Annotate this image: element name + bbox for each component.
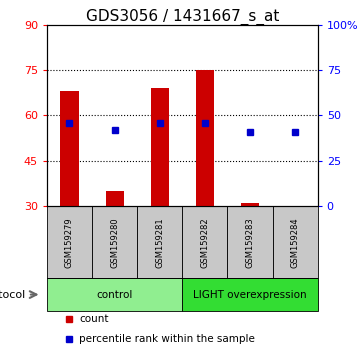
Bar bbox=[47, 279, 182, 311]
Bar bbox=[182, 279, 318, 311]
Text: GSM159284: GSM159284 bbox=[291, 217, 300, 268]
Bar bbox=[182, 206, 227, 279]
Bar bbox=[241, 203, 259, 206]
Text: GSM159279: GSM159279 bbox=[65, 217, 74, 268]
Bar bbox=[273, 206, 318, 279]
Bar bbox=[151, 88, 169, 206]
Text: protocol: protocol bbox=[0, 290, 25, 299]
Text: GSM159281: GSM159281 bbox=[155, 217, 164, 268]
Bar bbox=[137, 206, 182, 279]
Bar bbox=[47, 206, 92, 279]
Bar bbox=[196, 70, 214, 206]
Bar bbox=[105, 191, 123, 206]
Title: GDS3056 / 1431667_s_at: GDS3056 / 1431667_s_at bbox=[86, 8, 279, 25]
Text: GSM159282: GSM159282 bbox=[200, 217, 209, 268]
Text: count: count bbox=[79, 314, 109, 324]
Text: control: control bbox=[96, 290, 133, 299]
Bar bbox=[61, 91, 79, 206]
Bar bbox=[92, 206, 137, 279]
Text: percentile rank within the sample: percentile rank within the sample bbox=[79, 334, 255, 344]
Text: GSM159283: GSM159283 bbox=[245, 217, 255, 268]
Text: GSM159280: GSM159280 bbox=[110, 217, 119, 268]
Bar bbox=[227, 206, 273, 279]
Text: LIGHT overexpression: LIGHT overexpression bbox=[193, 290, 307, 299]
